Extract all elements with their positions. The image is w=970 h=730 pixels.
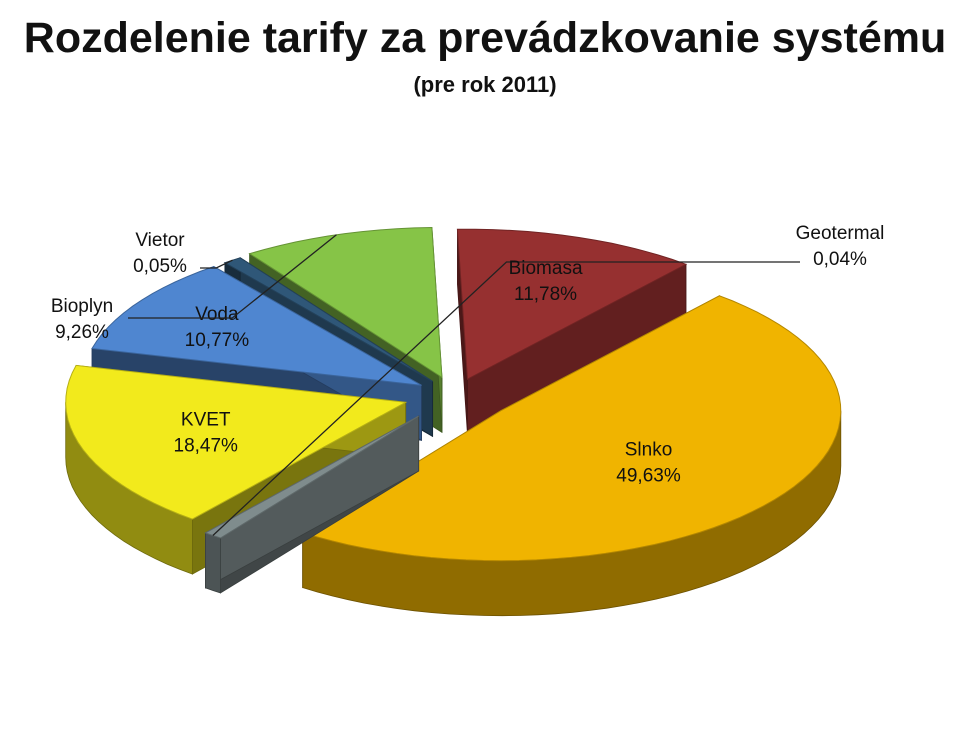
slice-name-geotermal: Geotermal bbox=[796, 223, 885, 244]
pie-slice-geotermal bbox=[204, 415, 420, 594]
chart-title: Rozdelenie tarify za prevádzkovanie syst… bbox=[23, 14, 947, 62]
slice-value-bioplyn: 9,26% bbox=[55, 322, 109, 343]
slice-name-voda: Voda bbox=[195, 304, 239, 325]
slice-value-biomasa: 11,78% bbox=[514, 284, 577, 305]
slice-name-vietor: Vietor bbox=[135, 230, 185, 251]
slice-value-kvet: 18,47% bbox=[174, 436, 239, 457]
slice-value-voda: 10,77% bbox=[185, 330, 250, 351]
leader-line-bioplyn bbox=[128, 234, 337, 319]
leader-line-vietor bbox=[200, 259, 233, 269]
slice-name-biomasa: Biomasa bbox=[509, 258, 583, 279]
slice-name-kvet: KVET bbox=[181, 410, 231, 431]
leader-line-geotermal bbox=[212, 261, 800, 536]
pie-slice-biomasa bbox=[456, 228, 688, 435]
slice-value-vietor: 0,05% bbox=[133, 256, 187, 277]
slice-value-geotermal: 0,04% bbox=[813, 249, 867, 270]
slice-name-bioplyn: Bioplyn bbox=[51, 296, 113, 317]
chart-subtitle: (pre rok 2011) bbox=[413, 72, 557, 97]
pie-slice-slnko bbox=[301, 295, 842, 617]
slice-name-slnko: Slnko bbox=[625, 439, 673, 460]
slice-value-slnko: 49,63% bbox=[616, 465, 681, 486]
